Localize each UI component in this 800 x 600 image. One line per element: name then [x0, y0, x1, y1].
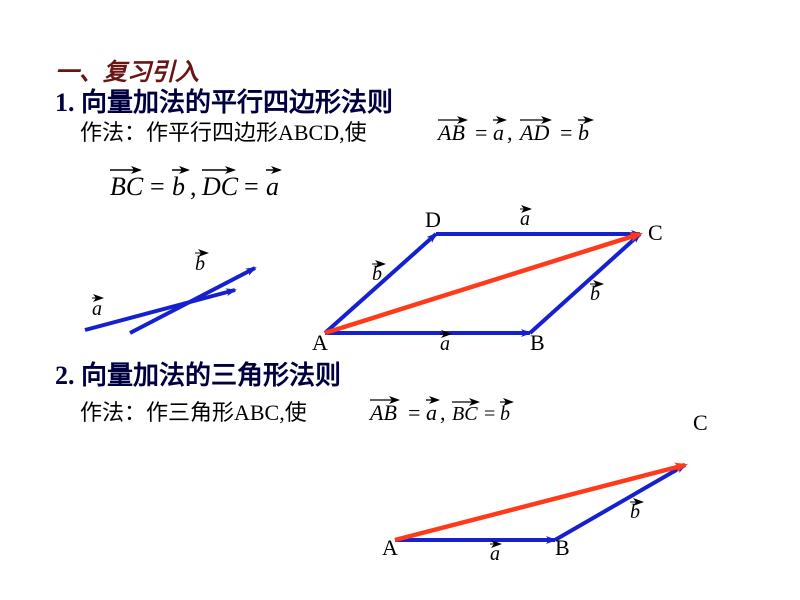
rule2-heading: 2. 向量加法的三角形法则	[55, 355, 341, 392]
parallelogram-diagram: A B C D a a b b	[312, 207, 663, 355]
svg-text:b: b	[578, 120, 589, 145]
svg-text:BC: BC	[452, 403, 478, 425]
svg-text:B: B	[555, 535, 570, 560]
svg-text:b: b	[590, 283, 600, 305]
svg-text:=: =	[484, 403, 495, 425]
figure-canvas: 作法：作平行四边形ABCD,使 AB = a , AD = b BC = b ,…	[0, 0, 800, 600]
svg-text:A: A	[382, 535, 398, 560]
svg-text:a: a	[520, 208, 530, 230]
svg-text:b: b	[630, 501, 640, 523]
svg-text:b: b	[372, 263, 382, 285]
svg-text:a: a	[266, 172, 279, 201]
svg-text:b: b	[172, 172, 185, 201]
svg-text:=: =	[150, 172, 165, 201]
svg-text:a: a	[426, 400, 437, 425]
svg-text:,: ,	[440, 400, 446, 425]
svg-text:B: B	[530, 330, 545, 355]
svg-text:DC: DC	[201, 172, 239, 201]
svg-text:a: a	[440, 333, 450, 355]
diagram-ab-vectors: a b	[85, 253, 255, 333]
rule1-eq-line2: BC = b , DC = a	[110, 170, 280, 201]
svg-text:b: b	[195, 253, 205, 275]
svg-text:C: C	[648, 220, 663, 245]
svg-text:,: ,	[190, 172, 197, 201]
svg-text:=: =	[408, 400, 420, 425]
svg-text:作法：作平行四边形ABCD,使: 作法：作平行四边形ABCD,使	[80, 120, 367, 145]
svg-text:,: ,	[507, 120, 513, 145]
svg-text:BC: BC	[110, 172, 144, 201]
svg-text:a: a	[490, 543, 500, 565]
svg-text:A: A	[312, 330, 328, 355]
svg-text:=: =	[475, 120, 487, 145]
svg-text:a: a	[493, 120, 504, 145]
svg-text:=: =	[560, 120, 572, 145]
svg-text:b: b	[500, 403, 510, 425]
rule2-method-line: 作法：作三角形ABC,使 AB = a , BC = b	[80, 400, 512, 425]
svg-text:C: C	[693, 410, 708, 435]
svg-text:AB: AB	[368, 400, 397, 425]
svg-text:=: =	[244, 172, 259, 201]
svg-text:D: D	[425, 207, 441, 232]
svg-text:AB: AB	[436, 120, 465, 145]
svg-text:作法：作三角形ABC,使: 作法：作三角形ABC,使	[80, 400, 307, 425]
svg-text:AD: AD	[518, 120, 549, 145]
rule1-method-line: 作法：作平行四边形ABCD,使 AB = a , AD = b	[80, 120, 592, 145]
triangle-diagram: A B C a b	[382, 410, 708, 565]
svg-text:a: a	[92, 298, 102, 320]
